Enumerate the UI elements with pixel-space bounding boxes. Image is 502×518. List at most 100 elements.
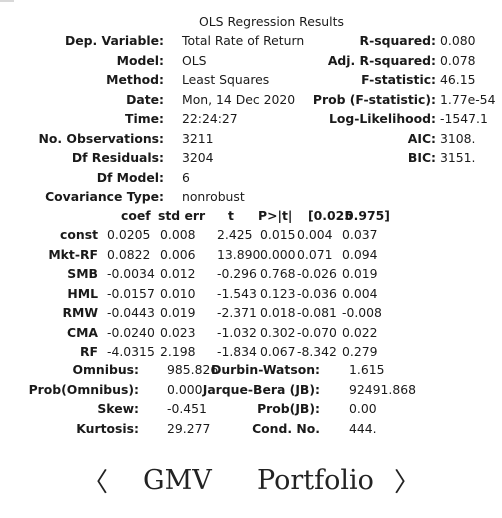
diag-value-right: 0.00	[349, 401, 377, 416]
diag-value: 29.277	[167, 420, 211, 436]
coef-cell: 0.018	[260, 305, 296, 320]
coef-cell: -0.036	[297, 285, 337, 301]
coef-cell: -0.0443	[107, 305, 155, 320]
stat-label: Dep. Variable:	[64, 33, 164, 48]
stat-label-right: Adj. R-squared:	[327, 52, 436, 68]
coef-cell: -1.032	[217, 324, 257, 340]
diag-label: Prob(Omnibus):	[28, 381, 139, 397]
coef-cell: 0.022	[342, 324, 378, 340]
stat-label: Model:	[116, 52, 164, 68]
coef-cell: -2.371	[217, 305, 257, 320]
coef-cell: -0.0034	[107, 266, 155, 281]
top-edge-divider	[0, 0, 14, 2]
next-arrow-icon[interactable]: 〉	[394, 468, 421, 498]
coef-cell: 2.198	[160, 344, 196, 359]
coef-cell: 0.0822	[107, 246, 151, 262]
coef-cell: 0.004	[342, 285, 378, 301]
coef-cell: 0.279	[342, 344, 378, 359]
diag-label: Kurtosis:	[76, 420, 139, 436]
coef-cell: 0.071	[297, 246, 333, 262]
diag-label-right: Durbin-Watson:	[211, 362, 320, 377]
coef-row-name: SMB	[67, 266, 98, 281]
coef-cell: 0.019	[342, 266, 378, 281]
coef-cell: 0.015	[260, 227, 296, 242]
stat-value: nonrobust	[182, 189, 245, 204]
stat-value-right: 46.15	[440, 72, 476, 87]
coef-table-header: 0.975]	[345, 208, 390, 223]
coef-cell: 0.094	[342, 246, 378, 262]
coef-table-header: P>|t|	[258, 208, 293, 223]
coef-cell: 0.004	[297, 227, 333, 242]
coef-cell: 13.890	[217, 246, 261, 262]
coef-cell: 0.037	[342, 227, 378, 242]
diag-value-right: 444.	[349, 420, 377, 436]
stat-label-right: F-statistic:	[361, 72, 436, 87]
coef-cell: -4.0315	[107, 344, 155, 359]
stat-label-right: R-squared:	[359, 33, 436, 48]
stat-value-right: -1547.1	[440, 111, 488, 126]
stat-value: OLS	[182, 52, 207, 68]
diag-label-right: Cond. No.	[252, 420, 320, 436]
diag-value: 0.000	[167, 381, 203, 397]
stat-label-right: AIC:	[407, 130, 436, 146]
table-title: OLS Regression Results	[199, 14, 344, 29]
diag-value-right: 92491.868	[349, 381, 417, 397]
stat-label: Covariance Type:	[45, 189, 164, 204]
stat-value-right: 3151.	[440, 150, 476, 165]
stat-value: 6	[182, 169, 190, 185]
stat-value-right: 0.080	[440, 33, 476, 48]
coef-cell: -1.543	[217, 285, 257, 301]
stat-label-right: Log-Likelihood:	[328, 111, 436, 126]
coef-cell: 0.000	[260, 246, 296, 262]
stat-value: Least Squares	[182, 72, 270, 87]
coef-row-name: HML	[67, 285, 98, 301]
diag-label-right: Prob(JB):	[257, 401, 320, 416]
nav-label-gmv: GMV	[143, 465, 212, 496]
stat-label: Date:	[126, 91, 164, 107]
stat-value-right: 3108.	[440, 130, 476, 146]
coef-cell: -0.296	[217, 266, 257, 281]
stat-label: Method:	[106, 72, 164, 87]
diag-label: Skew:	[97, 401, 139, 416]
coef-cell: 0.768	[260, 266, 296, 281]
coef-cell: 0.023	[160, 324, 196, 340]
stat-label: No. Observations:	[38, 130, 164, 146]
coef-cell: 0.008	[160, 227, 196, 242]
coef-cell: 0.067	[260, 344, 296, 359]
coef-cell: 0.010	[160, 285, 196, 301]
diag-value-right: 1.615	[349, 362, 385, 377]
coef-cell: 0.123	[260, 285, 296, 301]
stat-label-right: BIC:	[407, 150, 436, 165]
coef-cell: -0.070	[297, 324, 337, 340]
coef-cell: 0.302	[260, 324, 296, 340]
stat-value-right: 0.078	[440, 52, 476, 68]
stat-value: 3211	[182, 130, 214, 146]
stat-value: 22:24:27	[182, 111, 238, 126]
nav-label-portfolio: Portfolio	[257, 465, 374, 496]
stat-value: Total Rate of Return	[182, 33, 305, 48]
stat-value-right: 1.77e-54	[440, 91, 496, 107]
diag-label-right: Jarque-Bera (JB):	[202, 381, 320, 397]
coef-cell: -1.834	[217, 344, 257, 359]
coef-table-header: t	[228, 208, 234, 223]
prev-arrow-icon[interactable]: 〈	[82, 468, 109, 498]
stat-label: Df Residuals:	[71, 150, 164, 165]
coef-cell: -0.0157	[107, 285, 155, 301]
coef-row-name: RMW	[62, 305, 98, 320]
coef-table-header: coef	[121, 208, 151, 223]
coef-cell: -8.342	[297, 344, 337, 359]
coef-cell: -0.0240	[107, 324, 155, 340]
coef-row-name: CMA	[66, 324, 98, 340]
diag-label: Omnibus:	[72, 362, 139, 377]
diag-value: 985.826	[167, 362, 219, 377]
stat-label: Time:	[125, 111, 164, 126]
coef-cell: -0.026	[297, 266, 337, 281]
coef-cell: 2.425	[217, 227, 253, 242]
coef-cell: -0.008	[342, 305, 382, 320]
coef-row-name: const	[60, 227, 98, 242]
coef-cell: 0.019	[160, 305, 196, 320]
stat-value: Mon, 14 Dec 2020	[182, 91, 296, 107]
coef-row-name: RF	[79, 344, 98, 359]
stat-value: 3204	[182, 150, 214, 165]
coef-table-header: std err	[158, 208, 206, 223]
